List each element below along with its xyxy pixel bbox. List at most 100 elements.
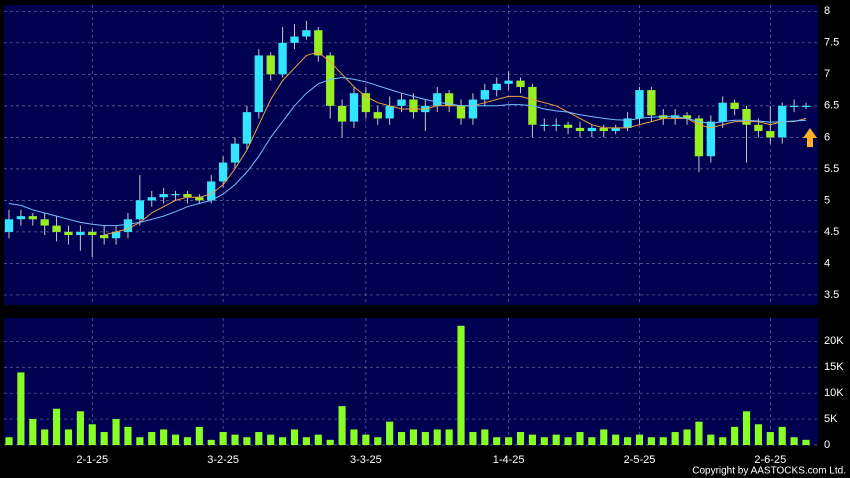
volume-bar <box>314 434 322 445</box>
candle-body <box>373 112 382 119</box>
x-tick-label: 3-2-25 <box>207 454 239 466</box>
candle-body <box>195 197 204 201</box>
volume-bar <box>790 437 798 445</box>
volume-bar <box>528 434 536 445</box>
y-tick-label: 7.5 <box>824 37 839 49</box>
volume-bar <box>17 372 25 445</box>
candle-body <box>540 124 549 126</box>
candle-body <box>326 55 335 106</box>
volume-bar <box>671 432 679 445</box>
candle-body <box>456 105 466 119</box>
y-tick-label: 0 <box>824 439 830 451</box>
volume-bar <box>766 432 774 445</box>
y-tick-label: 5K <box>824 413 838 425</box>
volume-bar <box>564 437 572 445</box>
volume-bar <box>600 429 608 445</box>
candle-body <box>433 93 442 106</box>
candle-body <box>754 124 763 132</box>
candle-body <box>100 235 109 239</box>
candle-body <box>159 194 168 198</box>
volume-bar <box>386 421 394 445</box>
volume-bar <box>136 437 144 445</box>
candle-body <box>183 194 192 198</box>
volume-bar <box>695 421 703 445</box>
volume-bar <box>5 437 13 445</box>
candle-body <box>492 83 501 91</box>
x-tick-label: 2-6-25 <box>754 454 786 466</box>
y-tick-label: 10K <box>824 387 844 399</box>
candle-body <box>504 80 513 84</box>
volume-bar <box>540 437 548 445</box>
candle-body <box>349 93 359 122</box>
volume-bar <box>100 432 108 445</box>
volume-bar <box>683 429 691 445</box>
volume-bar <box>255 432 263 445</box>
candle-body <box>171 194 180 196</box>
candle-body <box>290 36 299 43</box>
volume-bar <box>243 437 251 445</box>
volume-bar <box>207 439 215 445</box>
y-tick-label: 4 <box>824 257 830 269</box>
candle-body <box>647 90 656 116</box>
volume-bar <box>469 432 477 445</box>
candle-body <box>123 219 133 232</box>
candle-body <box>4 219 14 232</box>
volume-bar <box>148 432 156 445</box>
copyright: Copyright by AASTOCKS.com Ltd. <box>692 466 846 477</box>
candle-body <box>254 55 263 113</box>
candle-body <box>64 231 73 236</box>
x-tick-label: 3-3-25 <box>350 454 382 466</box>
candle-body <box>314 30 323 56</box>
volume-bar <box>88 424 96 445</box>
candle-body <box>278 42 287 75</box>
volume-bar <box>195 426 203 445</box>
candle-body <box>599 127 608 132</box>
y-tick-label: 5 <box>824 194 830 206</box>
candle-body <box>397 99 406 106</box>
volume-panel <box>4 318 818 445</box>
volume-bar <box>350 429 358 445</box>
candle-body <box>694 118 704 157</box>
y-tick-label: 8 <box>824 5 830 17</box>
candle-body <box>337 105 347 122</box>
candle-body <box>52 225 61 232</box>
volume-bar <box>326 439 334 445</box>
volume-bar <box>588 437 596 445</box>
moving-average-line <box>8 76 807 227</box>
volume-bar <box>445 429 453 445</box>
volume-bar <box>516 432 525 445</box>
x-tick-label: 2-1-25 <box>76 454 108 466</box>
volume-bar <box>29 419 37 445</box>
candle-body <box>587 127 597 132</box>
candle-body <box>147 197 156 201</box>
volume-bar <box>338 406 346 445</box>
y-tick-label: 3.5 <box>824 289 839 301</box>
candle-body <box>302 30 311 37</box>
volume-bar <box>231 434 239 445</box>
candle-body <box>718 102 727 122</box>
volume-bar <box>183 437 192 445</box>
candle-body <box>552 124 561 126</box>
y-tick-label: 7 <box>824 68 830 80</box>
volume-bar <box>505 437 513 445</box>
volume-bar <box>53 408 61 445</box>
x-tick-label: 1-4-25 <box>493 454 525 466</box>
volume-bar <box>493 437 501 445</box>
y-tick-label: 5.5 <box>824 163 839 175</box>
candle-body <box>611 127 620 132</box>
price-panel <box>4 5 818 305</box>
volume-bar <box>374 437 382 445</box>
volume-bar <box>76 411 84 445</box>
volume-bar <box>647 437 655 445</box>
volume-bar <box>112 419 120 445</box>
candle-body <box>266 55 275 75</box>
volume-bar <box>267 434 275 445</box>
volume-bar <box>64 429 73 445</box>
volume-bar <box>433 429 441 445</box>
volume-bar <box>397 432 406 445</box>
candle-body <box>28 216 37 220</box>
candle-body <box>207 181 216 201</box>
candle-body <box>563 124 573 128</box>
candle-body <box>88 231 97 236</box>
